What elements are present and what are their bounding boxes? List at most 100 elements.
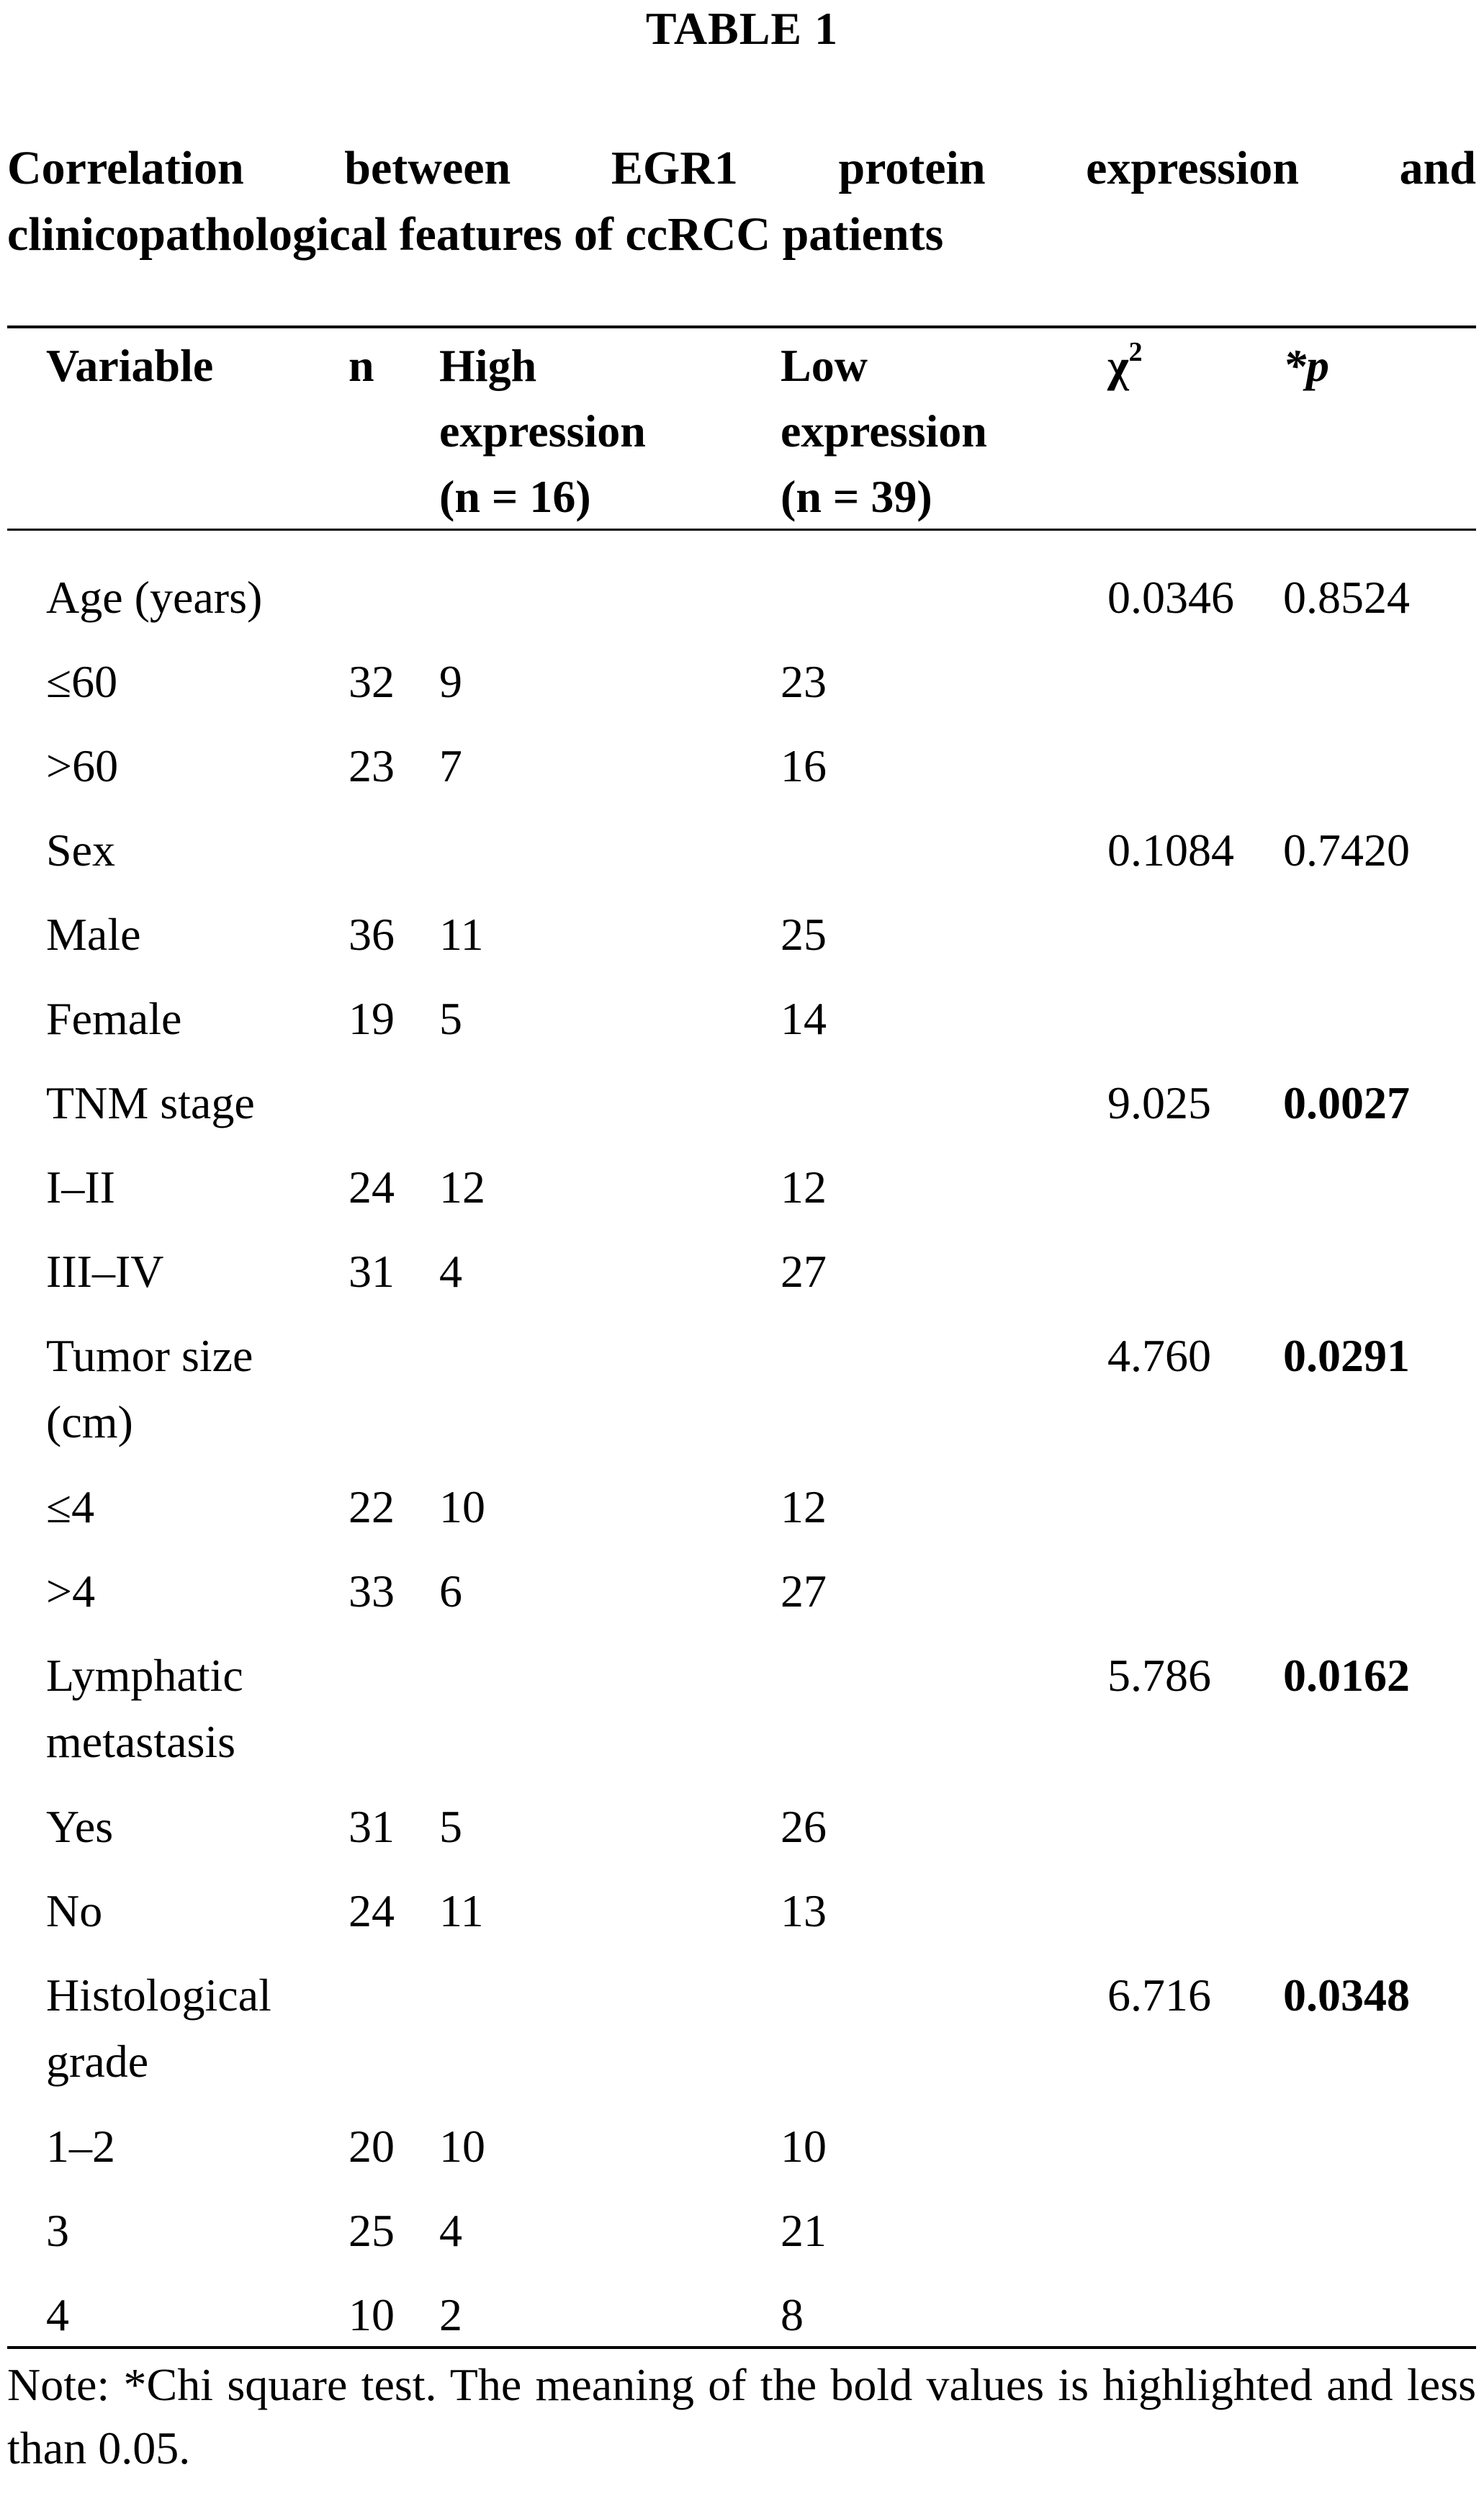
header-low-line-1: Low <box>781 340 868 391</box>
cell-low-expression: 13 <box>781 1885 827 1936</box>
table-row: Tumor size (cm) 4.760 0.0291 <box>0 1323 1484 1474</box>
table-row: Male 36 11 25 <box>0 902 1484 986</box>
table-row: No 24 11 13 <box>0 1878 1484 1962</box>
cell-low-expression: 27 <box>781 1246 827 1297</box>
table-body: Age (years) 0.0346 0.8524 ≤60 32 9 23 >60 23 7 16 S… <box>0 565 1484 2366</box>
caption-line-1: Correlation between EGR1 protein express… <box>7 142 1476 194</box>
cell-high-expression: 4 <box>439 2205 462 2256</box>
table-row: 4 10 2 8 <box>0 2282 1484 2366</box>
cell-n: 20 <box>348 2121 395 2172</box>
header-chi-symbol: χ <box>1107 340 1129 391</box>
table-row: 3 25 4 21 <box>0 2198 1484 2282</box>
header-high-expression: High expression (n = 16) <box>439 333 646 529</box>
header-high-line-3: (n = 16) <box>439 471 591 522</box>
cell-n: 25 <box>348 2205 395 2256</box>
table-row: TNM stage 9.025 0.0027 <box>0 1070 1484 1154</box>
cell-p-value: 0.8524 <box>1283 572 1410 623</box>
header-variable: Variable <box>46 340 214 391</box>
cell-variable: 4 <box>46 2289 69 2340</box>
cell-low-expression: 8 <box>781 2289 804 2340</box>
table-caption: Correlation between EGR1 protein express… <box>7 135 1476 268</box>
cell-low-expression: 10 <box>781 2121 827 2172</box>
cell-variable: Male <box>46 909 141 960</box>
cell-p-value: 0.0348 <box>1283 1969 1410 2021</box>
cell-n: 24 <box>348 1885 395 1936</box>
cell-variable: Histological grade <box>46 1969 271 2087</box>
cell-high-expression: 12 <box>439 1162 485 1213</box>
cell-variable: TNM stage <box>46 1077 255 1128</box>
cell-variable: >4 <box>46 1566 96 1617</box>
header-high-line-1: High <box>439 340 537 391</box>
cell-variable: Sex <box>46 825 115 876</box>
cell-n: 10 <box>348 2289 395 2340</box>
table-row: Yes 31 5 26 <box>0 1794 1484 1878</box>
cell-high-expression: 11 <box>439 1885 484 1936</box>
cell-high-expression: 10 <box>439 2121 485 2172</box>
cell-p-value: 0.7420 <box>1283 825 1410 876</box>
table-footnote: Note: *Chi square test. The meaning of t… <box>7 2359 1476 2474</box>
table-row: Sex 0.1084 0.7420 <box>0 817 1484 902</box>
table-label: TABLE 1 <box>645 3 839 54</box>
cell-chi-square: 9.025 <box>1107 1077 1211 1128</box>
cell-variable: >60 <box>46 740 119 791</box>
cell-n: 19 <box>348 993 395 1044</box>
cell-n: 22 <box>348 1481 395 1532</box>
header-low-expression: Low expression (n = 39) <box>781 333 987 529</box>
cell-high-expression: 10 <box>439 1481 485 1532</box>
table-row: >60 23 7 16 <box>0 733 1484 817</box>
table-row: Female 19 5 14 <box>0 986 1484 1070</box>
cell-chi-square: 5.786 <box>1107 1650 1211 1701</box>
cell-variable: Female <box>46 993 182 1044</box>
cell-variable: III–IV <box>46 1246 164 1297</box>
header-p-value: *p <box>1283 340 1329 391</box>
cell-low-expression: 25 <box>781 909 827 960</box>
cell-low-expression: 12 <box>781 1481 827 1532</box>
table-row: >4 33 6 27 <box>0 1558 1484 1643</box>
cell-chi-square: 4.760 <box>1107 1330 1211 1381</box>
cell-high-expression: 9 <box>439 656 462 707</box>
header-n: n <box>348 340 374 391</box>
cell-variable: Age (years) <box>46 572 263 623</box>
cell-n: 31 <box>348 1801 395 1852</box>
cell-variable: I–II <box>46 1162 115 1213</box>
cell-variable: Lymphatic metastasis <box>46 1650 243 1767</box>
header-low-line-3: (n = 39) <box>781 471 932 522</box>
cell-p-value: 0.0027 <box>1283 1077 1410 1128</box>
cell-n: 31 <box>348 1246 395 1297</box>
caption-line-2: clinicopathological features of ccRCC pa… <box>7 208 944 261</box>
cell-variable: 1–2 <box>46 2121 115 2172</box>
cell-low-expression: 14 <box>781 993 827 1044</box>
cell-low-expression: 21 <box>781 2205 827 2256</box>
cell-variable: ≤60 <box>46 656 118 707</box>
cell-low-expression: 16 <box>781 740 827 791</box>
cell-high-expression: 7 <box>439 740 462 791</box>
table-top-rule <box>7 325 1476 328</box>
cell-n: 24 <box>348 1162 395 1213</box>
table-bottom-rule <box>7 2346 1476 2349</box>
table-header-rule <box>7 529 1476 531</box>
header-low-line-2: expression <box>781 405 987 457</box>
cell-low-expression: 27 <box>781 1566 827 1617</box>
cell-p-value: 0.0162 <box>1283 1650 1410 1701</box>
table-row: Age (years) 0.0346 0.8524 <box>0 565 1484 649</box>
cell-n: 33 <box>348 1566 395 1617</box>
table-row: 1–2 20 10 10 <box>0 2114 1484 2198</box>
cell-variable: Tumor size (cm) <box>46 1330 253 1447</box>
table-row: III–IV 31 4 27 <box>0 1239 1484 1323</box>
cell-low-expression: 12 <box>781 1162 827 1213</box>
cell-chi-square: 0.1084 <box>1107 825 1234 876</box>
cell-chi-square: 6.716 <box>1107 1969 1211 2021</box>
table-row: Lymphatic metastasis 5.786 0.0162 <box>0 1643 1484 1794</box>
table-row: ≤4 22 10 12 <box>0 1474 1484 1558</box>
header-chi-superscript: 2 <box>1128 337 1143 367</box>
cell-variable: Yes <box>46 1801 114 1852</box>
table-row: Histological grade 6.716 0.0348 <box>0 1962 1484 2114</box>
header-chi-square: χ2 <box>1107 333 1143 398</box>
cell-variable: No <box>46 1885 103 1936</box>
header-high-line-2: expression <box>439 405 646 457</box>
table-row: ≤60 32 9 23 <box>0 649 1484 733</box>
cell-n: 23 <box>348 740 395 791</box>
cell-high-expression: 2 <box>439 2289 462 2340</box>
cell-low-expression: 26 <box>781 1801 827 1852</box>
